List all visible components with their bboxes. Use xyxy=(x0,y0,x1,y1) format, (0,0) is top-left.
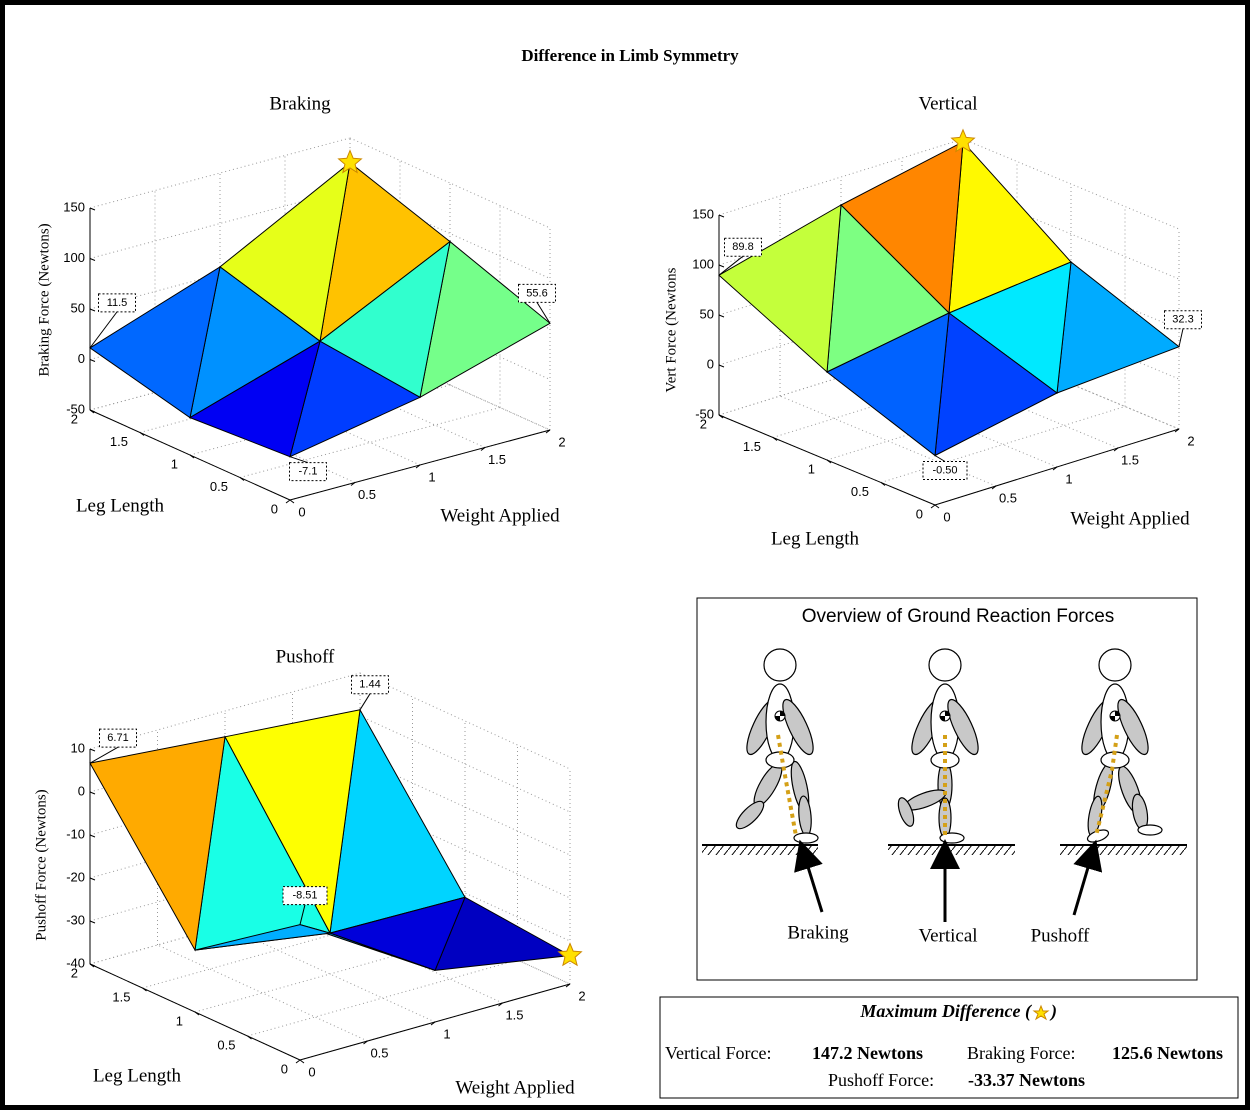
tip-label: 11.5 xyxy=(107,297,128,309)
figure-title: Difference in Limb Symmetry xyxy=(521,46,739,65)
tip-label: -8.51 xyxy=(292,889,317,901)
z-tick-label: -10 xyxy=(66,826,85,841)
y-tick-label: 1 xyxy=(808,461,815,476)
summary-title: ) xyxy=(1049,1001,1057,1022)
y-tick-label: 1 xyxy=(171,456,178,471)
x-tick-label: 1.5 xyxy=(505,1007,523,1022)
overview-title: Overview of Ground Reaction Forces xyxy=(802,606,1115,627)
force-label: Vertical xyxy=(918,925,977,946)
x-tick-label: 0 xyxy=(298,504,305,519)
z-tick-label: 100 xyxy=(63,250,85,265)
x-tick-label: 2 xyxy=(1187,433,1194,448)
tip-label: -0.50 xyxy=(932,464,957,476)
x-tick-label: 2 xyxy=(578,988,585,1003)
z-axis-label: Braking Force (Newtons) xyxy=(36,223,52,376)
z-tick-label: 150 xyxy=(63,199,85,214)
summary-key: Vertical Force: xyxy=(665,1043,771,1063)
tip-label: 89.8 xyxy=(732,241,753,253)
z-tick-label: -20 xyxy=(66,869,85,884)
plot-title: Braking xyxy=(269,93,331,114)
force-label: Pushoff xyxy=(1031,925,1090,946)
z-axis-label: Pushoff Force (Newtons) xyxy=(33,789,49,940)
y-tick-label: 1 xyxy=(176,1013,183,1028)
y-tick-label: 0 xyxy=(271,501,278,516)
z-tick-label: 0 xyxy=(78,783,85,798)
tip-label: 55.6 xyxy=(526,287,547,299)
y-axis-label: Leg Length xyxy=(93,1065,182,1086)
summary-value: -33.37 Newtons xyxy=(968,1070,1085,1090)
x-tick-label: 1 xyxy=(1065,471,1072,486)
x-tick-label: 0.5 xyxy=(370,1045,388,1060)
y-tick-label: 0.5 xyxy=(210,479,228,494)
x-axis-label: Weight Applied xyxy=(455,1077,575,1098)
tip-label: -7.1 xyxy=(299,466,318,478)
summary-value: 147.2 Newtons xyxy=(812,1043,923,1063)
z-tick-label: -50 xyxy=(66,401,85,416)
tip-label: 32.3 xyxy=(1172,314,1193,326)
x-tick-label: 1 xyxy=(443,1026,450,1041)
z-tick-label: 0 xyxy=(78,351,85,366)
figure: Difference in Limb Symmetry Braking 0 0.5 1… xyxy=(0,0,1250,1110)
z-axis-label: Vert Force (Newtons xyxy=(663,267,679,392)
summary-key: Braking Force: xyxy=(967,1043,1075,1063)
y-tick-label: 0.5 xyxy=(851,484,869,499)
z-tick-label: 0 xyxy=(707,356,714,371)
z-tick-label: 10 xyxy=(71,740,85,755)
summary-value: 125.6 Newtons xyxy=(1112,1043,1223,1063)
y-tick-label: 0 xyxy=(281,1061,288,1076)
force-label: Braking xyxy=(787,922,849,943)
x-tick-label: 0.5 xyxy=(999,490,1017,505)
y-tick-label: 0.5 xyxy=(217,1037,235,1052)
plot-title: Pushoff xyxy=(276,646,335,667)
x-tick-label: 2 xyxy=(558,434,565,449)
y-axis-label: Leg Length xyxy=(76,495,165,516)
tip-label: 6.71 xyxy=(107,732,128,744)
x-axis-label: Weight Applied xyxy=(1070,508,1190,529)
y-tick-label: 1.5 xyxy=(743,439,761,454)
x-axis-label: Weight Applied xyxy=(440,505,560,526)
x-tick-label: 0.5 xyxy=(358,487,376,502)
y-tick-label: 1.5 xyxy=(110,434,128,449)
y-tick-label: 1.5 xyxy=(112,989,130,1004)
overview: Overview of Ground Reaction Forces xyxy=(697,598,1197,980)
summary-key: Pushoff Force: xyxy=(828,1070,934,1090)
z-tick-label: 50 xyxy=(71,300,85,315)
x-tick-label: 0 xyxy=(308,1064,315,1079)
summary-title: Maximum Difference ( xyxy=(859,1001,1033,1022)
x-tick-label: 1 xyxy=(428,469,435,484)
y-tick-label: 0 xyxy=(916,506,923,521)
z-tick-label: -30 xyxy=(66,912,85,927)
z-tick-label: -40 xyxy=(66,955,85,970)
page: {"title": "Difference in Limb Symmetry",… xyxy=(0,0,1250,1110)
summary: Maximum Difference ( ) Vertical Force: 1… xyxy=(660,997,1238,1098)
z-tick-label: 50 xyxy=(700,306,714,321)
x-tick-label: 1.5 xyxy=(1121,452,1139,467)
y-axis-label: Leg Length xyxy=(771,528,860,549)
x-tick-label: 0 xyxy=(943,509,950,524)
z-tick-label: -50 xyxy=(695,406,714,421)
tip-label: 1.44 xyxy=(359,679,380,691)
x-tick-label: 1.5 xyxy=(488,452,506,467)
z-tick-label: 150 xyxy=(692,206,714,221)
z-tick-label: 100 xyxy=(692,256,714,271)
plot-title: Vertical xyxy=(918,93,977,114)
